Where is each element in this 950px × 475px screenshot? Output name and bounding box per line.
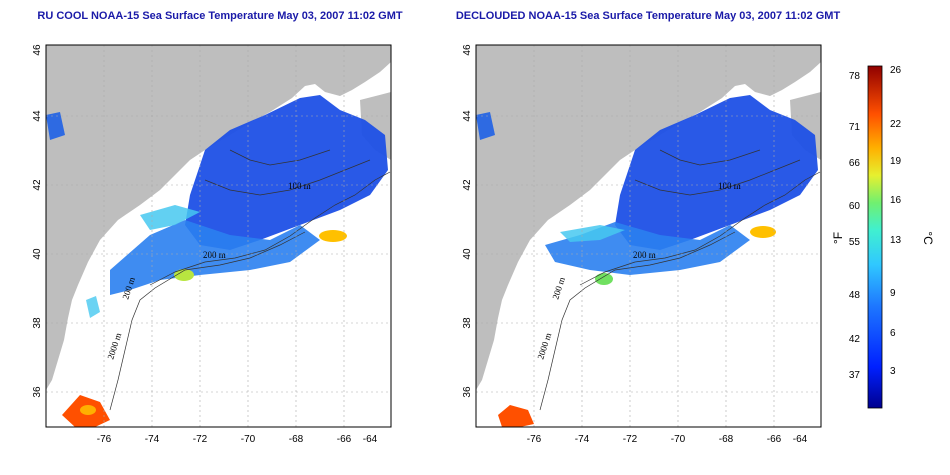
fahrenheit-unit-label: °F [831, 232, 845, 244]
right-map-frame [475, 44, 822, 428]
lon-tick: -68 [719, 434, 734, 445]
land-mass [46, 45, 391, 390]
left-lon-axis: -76 -74 -72 -70 -68 -66 -64 [97, 434, 378, 445]
lat-tick: 46 [32, 44, 43, 56]
cold-water-region [615, 95, 818, 250]
lon-tick: -68 [289, 434, 304, 445]
contour-label: 100 m [288, 181, 311, 191]
right-lon-axis: -76 -74 -72 -70 -68 -66 -64 [527, 434, 808, 445]
lon-tick: -76 [527, 434, 542, 445]
lon-tick: -74 [145, 434, 160, 445]
colorbar-gradient [867, 65, 883, 409]
celsius-unit-label: °C [921, 231, 935, 245]
fahrenheit-tick: 71 [849, 122, 861, 133]
right-lat-axis: 46 44 42 40 38 36 [462, 44, 473, 398]
fahrenheit-tick: 78 [849, 71, 861, 82]
celsius-tick: 9 [890, 288, 896, 299]
lon-tick: -72 [623, 434, 638, 445]
lat-tick: 40 [462, 248, 473, 260]
fahrenheit-tick: 55 [849, 237, 861, 248]
right-map: 100 m 200 m 2000 m 200 m [476, 45, 821, 427]
lon-tick: -66 [767, 434, 782, 445]
celsius-tick: 22 [890, 119, 902, 130]
lat-tick: 42 [462, 179, 473, 191]
lon-tick: -72 [193, 434, 208, 445]
left-lat-axis: 46 44 42 40 38 36 [32, 44, 43, 398]
lat-tick: 36 [462, 386, 473, 398]
lat-tick: 40 [32, 248, 43, 260]
land-mass [476, 45, 821, 390]
left-map: 100 m 200 m 2000 m 200 m [46, 45, 391, 427]
lon-tick: -64 [793, 434, 808, 445]
lon-tick: -70 [241, 434, 256, 445]
celsius-tick: 6 [890, 328, 896, 339]
lat-tick: 38 [462, 317, 473, 329]
lat-tick: 38 [32, 317, 43, 329]
lon-tick: -64 [363, 434, 378, 445]
lat-tick: 44 [32, 110, 43, 122]
celsius-tick: 19 [890, 156, 902, 167]
lon-tick: -66 [337, 434, 352, 445]
lat-tick: 36 [32, 386, 43, 398]
left-map-title: RU COOL NOAA-15 Sea Surface Temperature … [37, 10, 403, 22]
cold-water-region [185, 95, 388, 250]
contour-label: 200 m [203, 250, 226, 260]
lat-tick: 42 [32, 179, 43, 191]
fahrenheit-tick: 60 [849, 201, 861, 212]
celsius-tick: 26 [890, 65, 902, 76]
contour-label: 100 m [718, 181, 741, 191]
left-map-frame [45, 44, 392, 428]
celsius-tick: 13 [890, 235, 902, 246]
contour-label: 200 m [633, 250, 656, 260]
right-map-title: DECLOUDED NOAA-15 Sea Surface Temperatur… [455, 10, 841, 22]
fahrenheit-tick: 37 [849, 370, 861, 381]
lat-tick: 44 [462, 110, 473, 122]
fahrenheit-tick: 48 [849, 290, 861, 301]
fahrenheit-tick: 42 [849, 334, 861, 345]
celsius-tick: 16 [890, 195, 902, 206]
lon-tick: -70 [671, 434, 686, 445]
fahrenheit-tick: 66 [849, 158, 861, 169]
lon-tick: -76 [97, 434, 112, 445]
lat-tick: 46 [462, 44, 473, 56]
celsius-tick: 3 [890, 366, 896, 377]
lon-tick: -74 [575, 434, 590, 445]
colorbar: 78 71 66 60 55 48 42 37 26 22 19 16 13 9… [831, 65, 935, 409]
